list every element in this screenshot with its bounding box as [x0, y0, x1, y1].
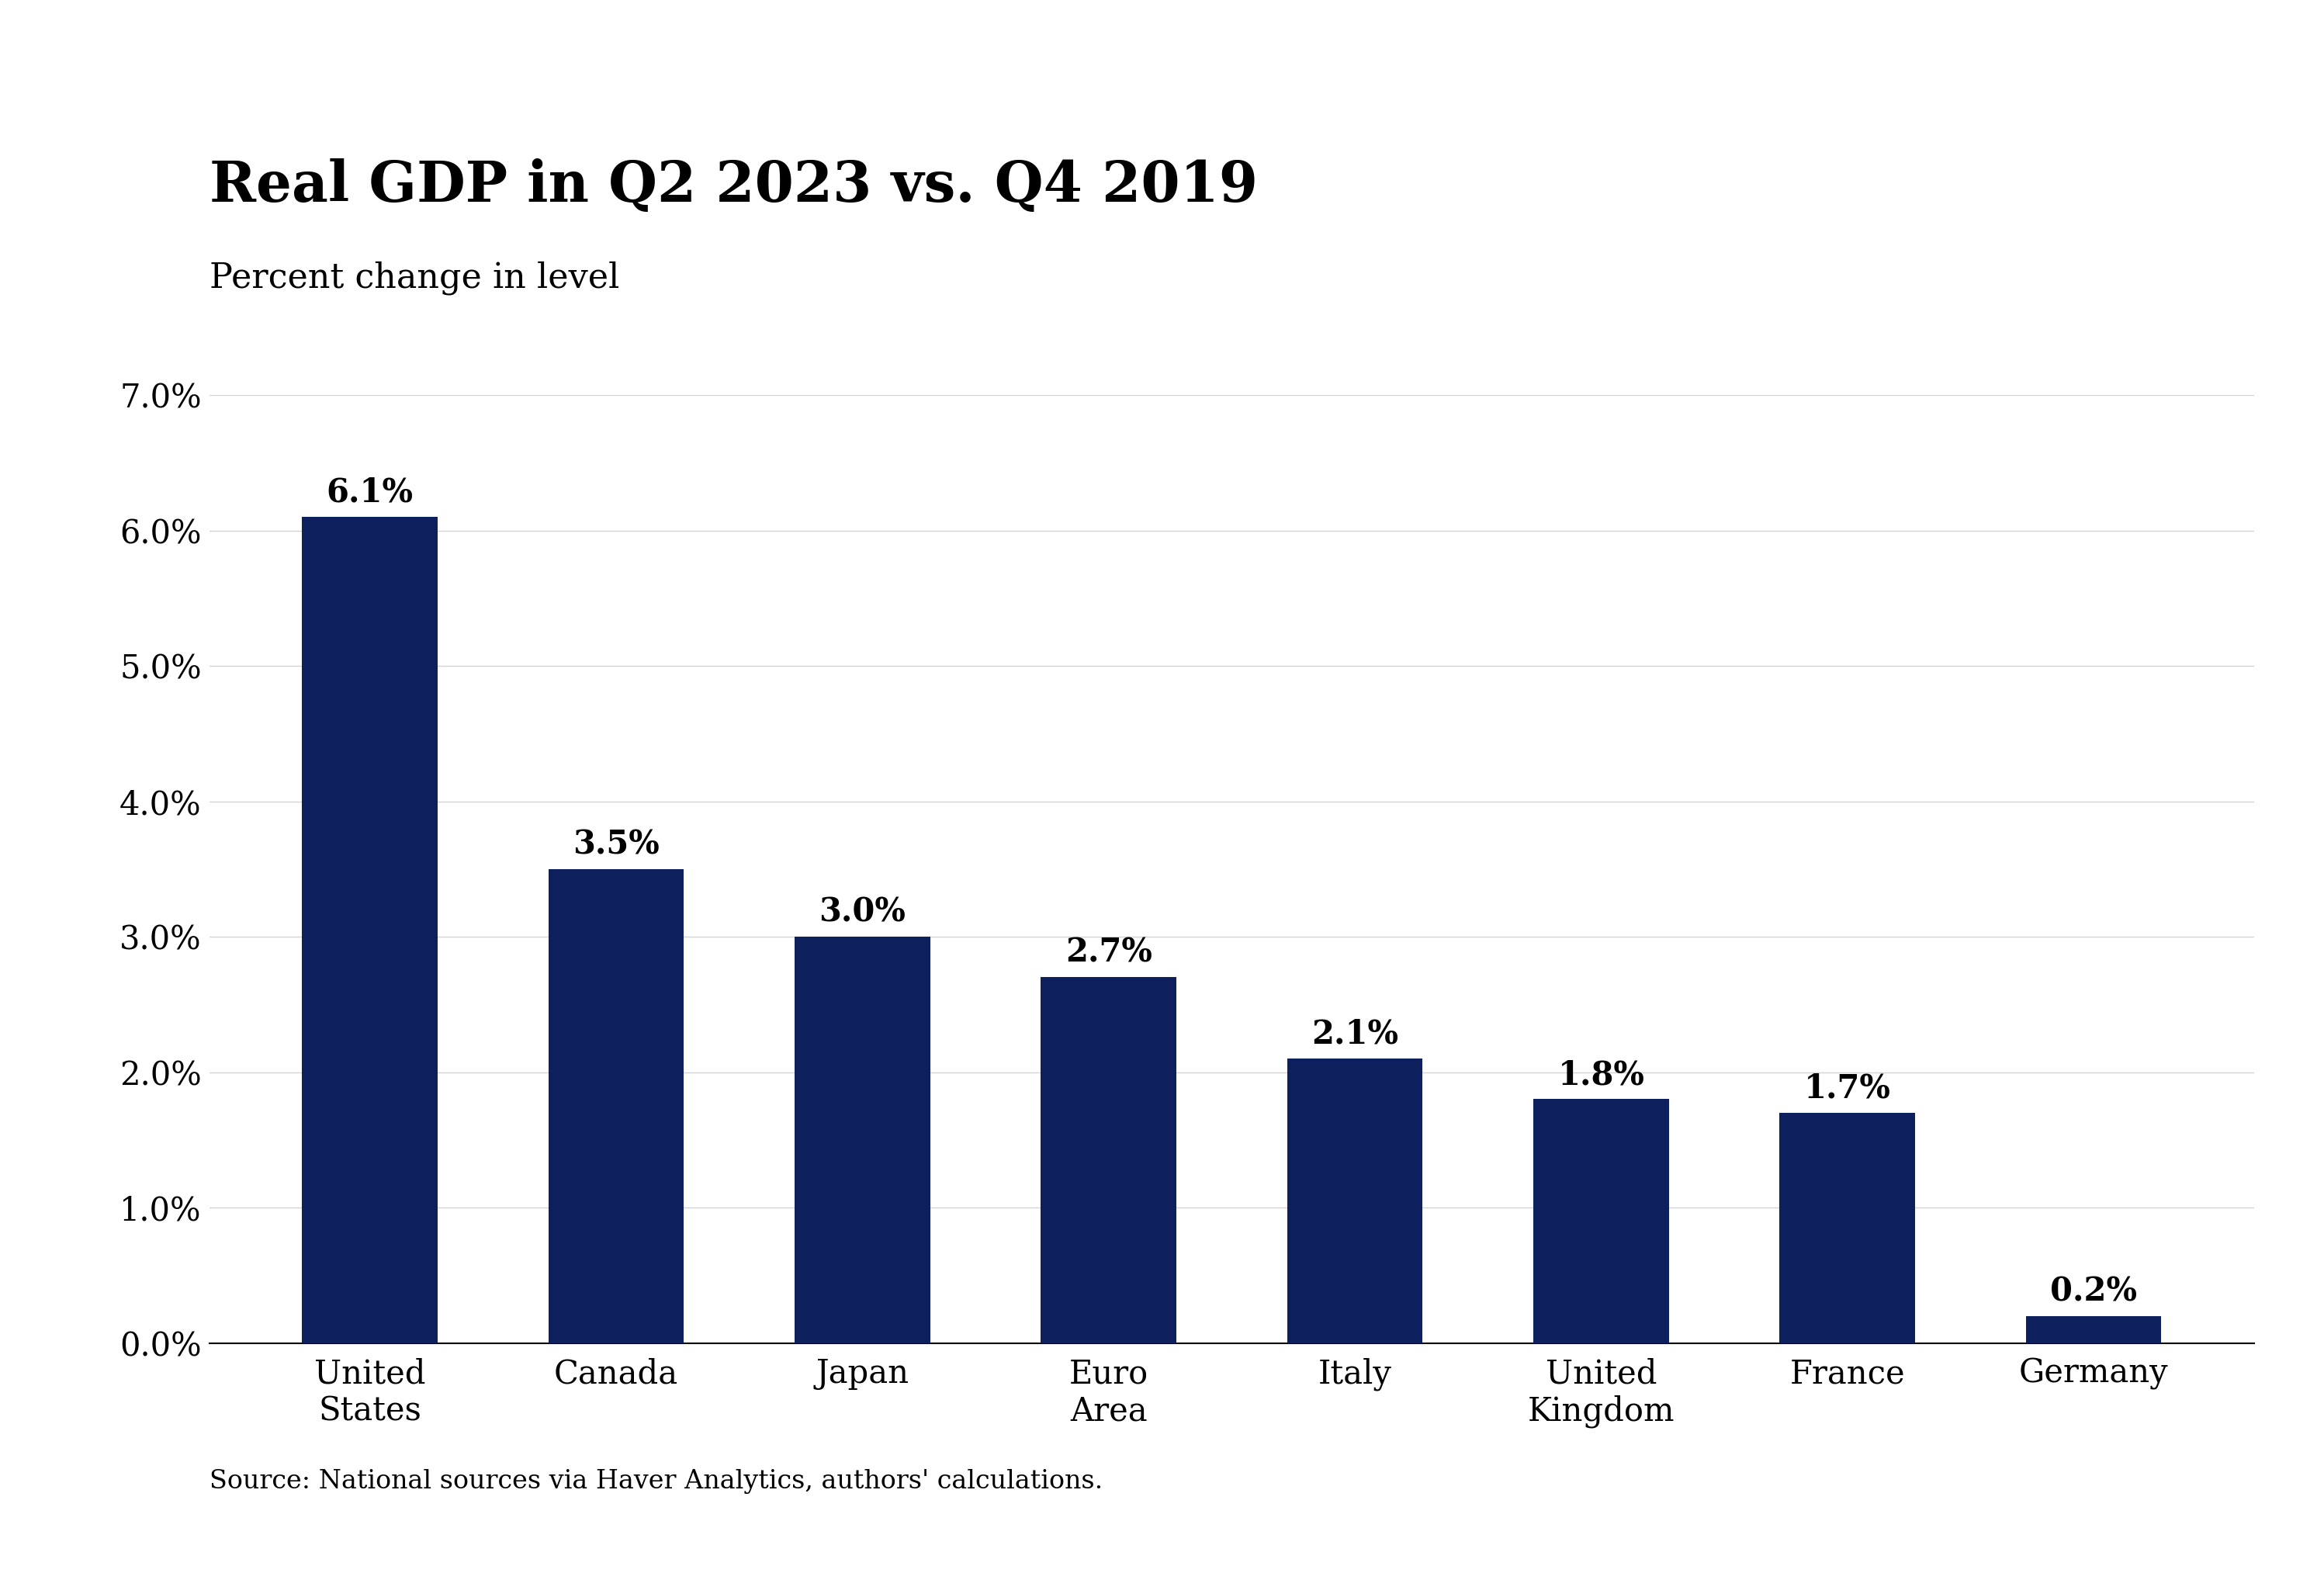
Text: 2.1%: 2.1%: [1311, 1018, 1399, 1051]
Bar: [548, 869, 683, 1343]
Text: Real GDP in Q2 2023 vs. Q4 2019: Real GDP in Q2 2023 vs. Q4 2019: [209, 158, 1257, 213]
Text: 1.8%: 1.8%: [1557, 1059, 1645, 1092]
Text: 1.7%: 1.7%: [1803, 1073, 1892, 1104]
Text: 3.0%: 3.0%: [818, 896, 906, 929]
Bar: [1534, 1100, 1669, 1343]
Text: 6.1%: 6.1%: [325, 476, 414, 509]
Bar: [1287, 1059, 1422, 1343]
Bar: [302, 517, 437, 1343]
Text: Source: National sources via Haver Analytics, authors' calculations.: Source: National sources via Haver Analy…: [209, 1469, 1102, 1495]
Bar: [1780, 1112, 1915, 1343]
Text: 0.2%: 0.2%: [2050, 1275, 2138, 1308]
Bar: [795, 937, 930, 1343]
Text: Percent change in level: Percent change in level: [209, 261, 618, 294]
Bar: [1041, 978, 1176, 1343]
Text: 2.7%: 2.7%: [1064, 937, 1153, 969]
Bar: [2027, 1316, 2161, 1343]
Text: 3.5%: 3.5%: [572, 828, 660, 861]
